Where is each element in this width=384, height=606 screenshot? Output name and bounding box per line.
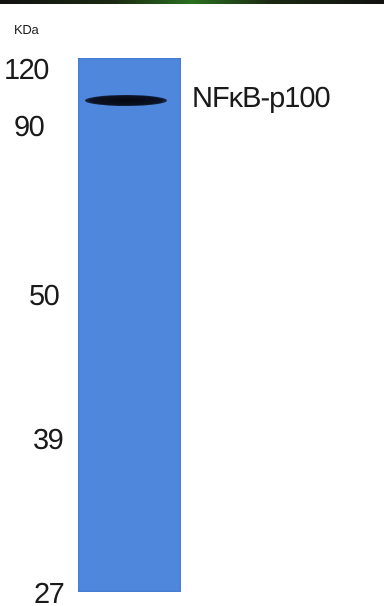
band-label: NFκB-p100 bbox=[192, 82, 331, 114]
marker-label-27: 27 bbox=[34, 578, 65, 606]
unit-label: KDa bbox=[14, 22, 39, 37]
blot-lane bbox=[78, 58, 181, 592]
marker-label-39: 39 bbox=[33, 424, 64, 456]
protein-band bbox=[85, 95, 167, 106]
marker-label-90: 90 bbox=[14, 111, 45, 143]
marker-label-120: 120 bbox=[4, 54, 49, 86]
top-edge-strip bbox=[0, 0, 384, 4]
marker-label-50: 50 bbox=[29, 280, 60, 312]
